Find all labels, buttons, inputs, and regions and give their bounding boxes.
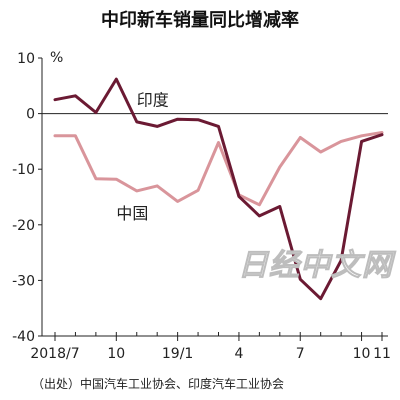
data-point bbox=[115, 77, 118, 81]
data-point bbox=[94, 177, 98, 180]
x-tick-label: 10 bbox=[353, 346, 371, 362]
data-point bbox=[115, 178, 118, 181]
data-point bbox=[319, 150, 322, 154]
watermark-text: 日经中文网 bbox=[238, 248, 393, 284]
data-point bbox=[380, 131, 384, 134]
series-layer bbox=[53, 77, 384, 301]
y-tick-label: -40 bbox=[12, 329, 35, 345]
series-label: 印度 bbox=[137, 90, 169, 109]
x-tick-label: 11 bbox=[373, 346, 391, 362]
y-ticks: 10 0 -10 -20 -30 -40 bbox=[12, 51, 388, 345]
data-point bbox=[278, 165, 282, 169]
data-point bbox=[339, 259, 343, 262]
data-point bbox=[53, 98, 57, 101]
data-point bbox=[339, 140, 343, 143]
series-labels: 中国 印度 bbox=[116, 90, 168, 223]
data-point bbox=[74, 94, 77, 98]
data-point bbox=[278, 205, 282, 208]
data-point bbox=[176, 200, 179, 203]
data-point bbox=[74, 134, 77, 138]
x-tick-label: 10 bbox=[107, 346, 125, 362]
data-point bbox=[380, 133, 384, 136]
data-point bbox=[196, 118, 200, 121]
x-ticks: 2018/7 10 19/1 4 7 10 11 bbox=[30, 332, 391, 362]
data-point bbox=[237, 195, 241, 198]
y-tick-label: 10 bbox=[17, 51, 35, 67]
data-point bbox=[135, 189, 138, 193]
data-point bbox=[176, 117, 179, 121]
data-point bbox=[299, 136, 302, 139]
data-point bbox=[319, 297, 322, 300]
data-point bbox=[360, 134, 363, 138]
y-unit-label: % bbox=[50, 50, 63, 66]
data-point bbox=[94, 111, 98, 114]
data-point bbox=[299, 278, 302, 281]
y-tick-label: -10 bbox=[12, 162, 35, 178]
data-point bbox=[258, 214, 261, 218]
data-point bbox=[217, 141, 220, 144]
y-tick-label: -30 bbox=[12, 273, 35, 289]
data-point bbox=[155, 184, 159, 188]
data-point bbox=[196, 189, 200, 192]
chart-title: 中印新车销量同比增减率 bbox=[101, 10, 299, 31]
data-point bbox=[258, 203, 261, 206]
source-note: （出处）中国汽车工业协会、印度汽车工业协会 bbox=[32, 377, 285, 391]
x-tick-label: 7 bbox=[296, 346, 305, 362]
data-point bbox=[135, 120, 138, 124]
y-tick-label: 0 bbox=[26, 107, 35, 123]
data-point bbox=[360, 140, 363, 143]
x-tick-label: 4 bbox=[234, 346, 243, 362]
series-label: 中国 bbox=[116, 204, 148, 223]
data-point bbox=[217, 125, 220, 128]
y-tick-label: -20 bbox=[12, 218, 35, 234]
data-point bbox=[155, 125, 159, 128]
x-tick-label: 2018/7 bbox=[30, 346, 79, 362]
data-point bbox=[53, 134, 57, 138]
x-tick-label: 19/1 bbox=[162, 346, 193, 362]
